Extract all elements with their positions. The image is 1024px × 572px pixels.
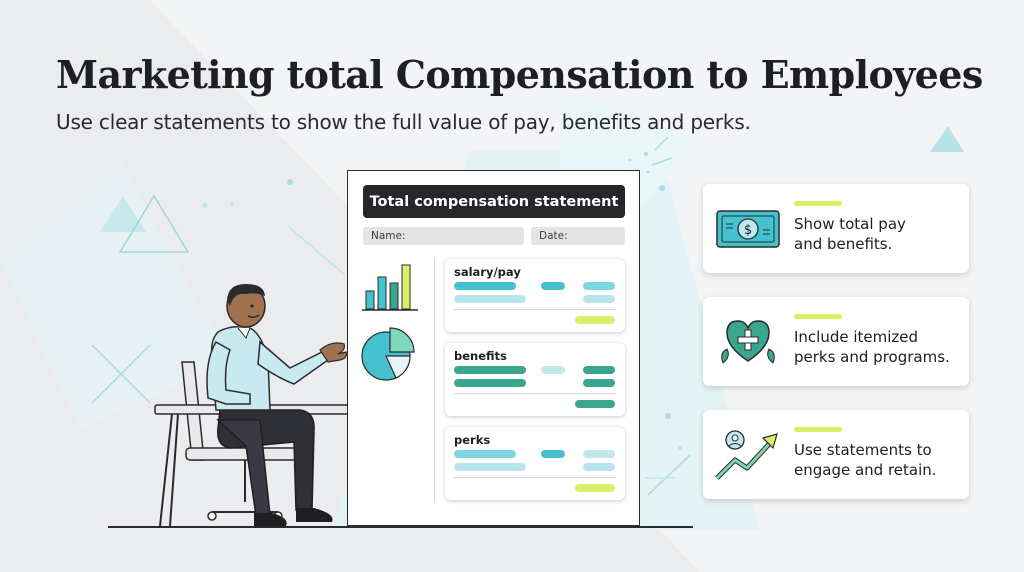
salary-bar: [541, 282, 565, 290]
perks-bar: [583, 450, 615, 458]
section-label: benefits: [454, 349, 507, 363]
svg-text:$: $: [744, 223, 752, 238]
card-text: Show total pay and benefits.: [794, 214, 906, 254]
card-text: Include itemized perks and programs.: [794, 327, 950, 367]
benefits-bar: [583, 366, 615, 374]
section-label: salary/pay: [454, 265, 521, 279]
triangle-decoration: [930, 126, 964, 152]
benefits-bar: [583, 379, 615, 387]
growth-arrow-icon: [715, 430, 778, 480]
card-line: engage and retain.: [794, 461, 937, 479]
card-line: perks and programs.: [794, 348, 950, 366]
salary-bar: [583, 295, 615, 303]
salary-bar: [454, 282, 516, 290]
benefits-section: benefits: [445, 343, 625, 416]
card-accent-bar: [794, 201, 842, 206]
compensation-statement-document: Total compensation statement Name: Date:…: [347, 170, 640, 526]
page-subtitle: Use clear statements to show the full va…: [56, 110, 751, 134]
section-rule: [454, 309, 616, 310]
date-field: Date:: [531, 227, 625, 245]
card-line: and benefits.: [794, 235, 893, 253]
bar-chart-icon: [362, 264, 418, 311]
salary-bar: [454, 295, 526, 303]
heart-plus-icon: [721, 320, 775, 364]
perks-bar: [454, 450, 516, 458]
section-rule: [454, 393, 616, 394]
perks-section: perks: [445, 427, 625, 500]
perks-bar: [454, 463, 526, 471]
floor-line: [108, 526, 693, 528]
card-total-pay: $ Show total pay and benefits.: [703, 184, 969, 273]
salary-section: salary/pay: [445, 259, 625, 332]
card-itemized-perks: Include itemized perks and programs.: [703, 297, 969, 386]
section-label: perks: [454, 433, 491, 447]
name-field: Name:: [363, 227, 524, 245]
statement-title: Total compensation statement: [363, 185, 625, 218]
perks-total-bar: [575, 484, 615, 492]
salary-bar: [583, 282, 615, 290]
card-line: Use statements to: [794, 441, 932, 459]
document-divider: [434, 259, 435, 501]
benefits-total-bar: [575, 400, 615, 408]
card-accent-bar: [794, 427, 842, 432]
dollar-bill-icon: $: [716, 210, 780, 248]
page-title: Marketing total Compensation to Employee…: [56, 52, 983, 97]
pie-chart-icon: [361, 327, 415, 381]
benefits-bar: [541, 366, 565, 374]
card-accent-bar: [794, 314, 842, 319]
salary-total-bar: [575, 316, 615, 324]
section-rule: [454, 477, 616, 478]
card-line: Show total pay: [794, 215, 906, 233]
card-text: Use statements to engage and retain.: [794, 440, 937, 480]
perks-bar: [583, 463, 615, 471]
perks-bar: [541, 450, 565, 458]
employee-illustration: [154, 284, 389, 527]
card-engage-retain: Use statements to engage and retain.: [703, 410, 969, 499]
benefits-bar: [454, 366, 526, 374]
benefits-bar: [454, 379, 526, 387]
card-line: Include itemized: [794, 328, 919, 346]
